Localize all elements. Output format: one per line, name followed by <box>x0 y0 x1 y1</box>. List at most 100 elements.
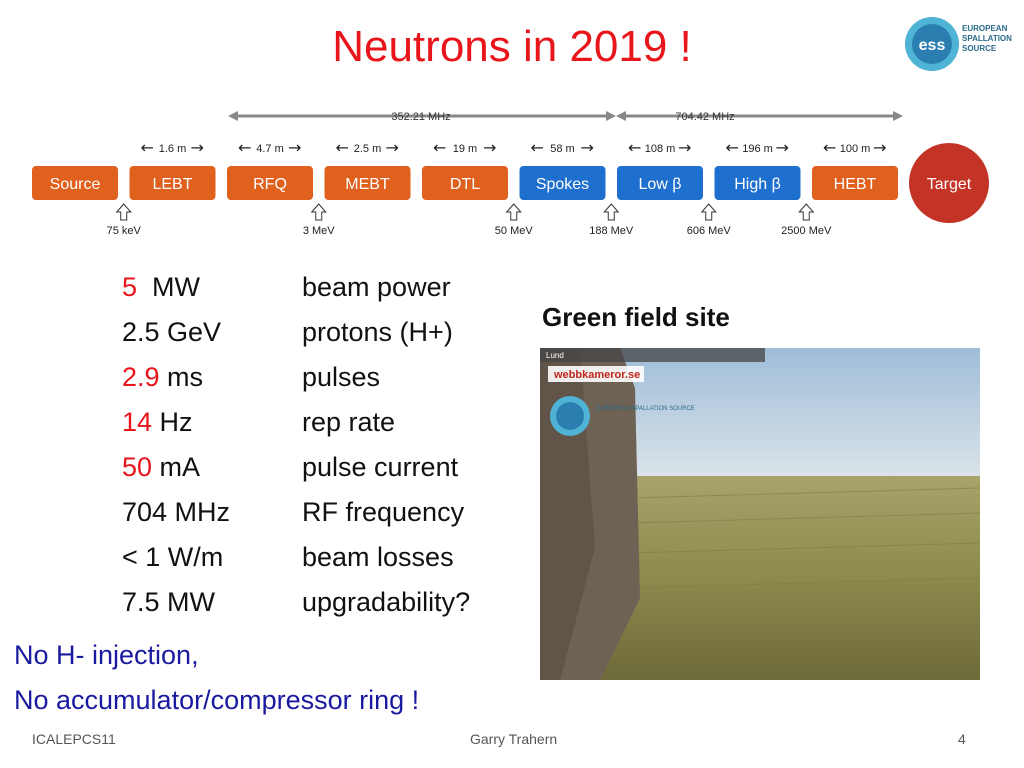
photo-caption: Lund <box>546 351 564 360</box>
spec-value-number: 50 <box>122 452 153 482</box>
energy-label: 606 MeV <box>687 225 732 237</box>
length-label: 108 m <box>645 143 676 155</box>
length-label: 100 m <box>840 143 871 155</box>
length-arrow-left: ← <box>531 138 544 157</box>
linac-block-label: Low β <box>639 176 682 193</box>
linac-block-label: Spokes <box>536 176 589 193</box>
linac-block-label: Source <box>50 176 101 193</box>
length-arrow-left: ← <box>823 138 836 157</box>
energy-marker-arrow <box>505 203 522 221</box>
spec-row: 2.9 ms pulses <box>122 362 380 393</box>
linac-block <box>519 166 606 200</box>
spec-description: pulse current <box>302 452 459 482</box>
linac-diagram: 352.21 MHz 704.42 MHz Source LEBT RFQ MEBT DTL… <box>32 111 989 237</box>
spec-value-unit: 704 MHz <box>122 497 231 527</box>
freq-arrow-352-head-right <box>606 111 616 121</box>
spec-value-unit: mA <box>152 452 201 482</box>
energy-marker-arrow <box>700 203 717 221</box>
spec-description: RF frequency <box>302 497 465 527</box>
length-arrow-left: ← <box>336 138 349 157</box>
linac-block <box>227 166 313 200</box>
freq-label-704: 704.42 MHz <box>675 111 734 123</box>
length-arrow-right: → <box>678 138 691 157</box>
length-arrow-left: ← <box>433 138 446 157</box>
ess-logo-mark: ess <box>919 37 946 54</box>
spec-row: 7.5 MW upgradability? <box>122 587 470 618</box>
footer-page-number: 4 <box>958 731 966 747</box>
energy-marker-arrow <box>798 203 815 221</box>
ess-logo-text: EUROPEAN SPALLATION SOURCE <box>962 24 1012 53</box>
linac-block <box>617 166 703 200</box>
length-arrow-left: ← <box>238 138 251 157</box>
length-label: 1.6 m <box>159 143 187 155</box>
spec-row: 2.5 GeV protons (H+) <box>122 317 453 348</box>
linac-block-label: High β <box>734 176 781 193</box>
energy-label: 188 MeV <box>589 225 634 237</box>
spec-value-unit: MW <box>137 272 201 302</box>
note-no-ring: No accumulator/compressor ring ! <box>14 685 420 715</box>
freq-arrow-704-head-left <box>616 111 626 121</box>
spec-description: rep rate <box>302 407 396 437</box>
green-field-label: Green field site <box>542 302 730 332</box>
spec-description: upgradability? <box>302 587 471 617</box>
spec-row: 704 MHz RF frequency <box>122 497 464 528</box>
linac-block <box>422 166 508 200</box>
energy-label: 50 MeV <box>495 225 534 237</box>
length-label: 2.5 m <box>354 143 382 155</box>
spec-description: protons (H+) <box>302 317 453 347</box>
linac-block <box>812 166 898 200</box>
spec-value-number: 5 <box>122 272 138 302</box>
length-arrow-left: ← <box>141 138 154 157</box>
energy-marker-arrow <box>603 203 620 221</box>
photo-watermark: webbkameror.se <box>553 369 640 381</box>
spec-description: beam power <box>302 272 451 302</box>
slide-title: Neutrons in 2019 ! <box>332 22 692 71</box>
target-label: Target <box>927 176 972 193</box>
spec-value-number: 14 <box>122 407 153 437</box>
linac-block-label: MEBT <box>345 176 390 193</box>
length-arrow-right: → <box>873 138 886 157</box>
length-arrow-right: → <box>191 138 204 157</box>
ess-logo: ess EUROPEAN SPALLATION SOURCE <box>902 14 1012 74</box>
note-no-h-injection: No H- injection, <box>14 640 199 670</box>
footer-event: ICALEPCS11 <box>32 731 116 747</box>
target-block <box>909 143 989 223</box>
length-label: 58 m <box>550 143 574 155</box>
spec-value-number: 2.9 <box>122 362 160 392</box>
spec-value-unit: Hz <box>152 407 193 437</box>
spec-value-unit: ms <box>159 362 204 392</box>
site-photo: Lund webbkameror.se EUROPEAN SPALLATION … <box>540 348 980 680</box>
length-label: 196 m <box>742 143 773 155</box>
linac-block-label: RFQ <box>253 176 287 193</box>
linac-block-label: DTL <box>450 176 480 193</box>
linac-block-label: HEBT <box>834 176 877 193</box>
freq-arrow-704-head-right <box>893 111 903 121</box>
spec-row: 14 Hz rep rate <box>122 407 395 438</box>
length-arrow-right: → <box>288 138 301 157</box>
linac-block <box>129 166 216 200</box>
spec-row: 5 MW beam power <box>122 272 451 303</box>
length-arrow-left: ← <box>726 138 739 157</box>
length-arrow-right: → <box>483 138 496 157</box>
length-label: 19 m <box>453 143 477 155</box>
spec-row: 50 mA pulse current <box>122 452 458 483</box>
energy-marker-arrow <box>115 203 132 221</box>
energy-label: 2500 MeV <box>781 225 832 237</box>
length-arrow-right: → <box>776 138 789 157</box>
energy-label: 3 MeV <box>303 225 335 237</box>
ess-logo-icon: ess <box>905 17 959 71</box>
energy-label: 75 keV <box>107 225 142 237</box>
footer-author: Garry Trahern <box>470 731 558 747</box>
length-arrow-left: ← <box>628 138 641 157</box>
freq-label-352: 352.21 MHz <box>391 111 450 123</box>
length-label: 4.7 m <box>256 143 284 155</box>
photo-logo-text: EUROPEAN SPALLATION SOURCE <box>596 406 695 412</box>
linac-block <box>714 166 801 200</box>
spec-value-unit: 7.5 MW <box>122 587 216 617</box>
length-arrow-right: → <box>386 138 399 157</box>
linac-block <box>324 166 411 200</box>
linac-block <box>32 166 118 200</box>
spec-description: beam losses <box>302 542 454 572</box>
spec-row: < 1 W/m beam losses <box>122 542 454 573</box>
length-arrow-right: → <box>581 138 594 157</box>
